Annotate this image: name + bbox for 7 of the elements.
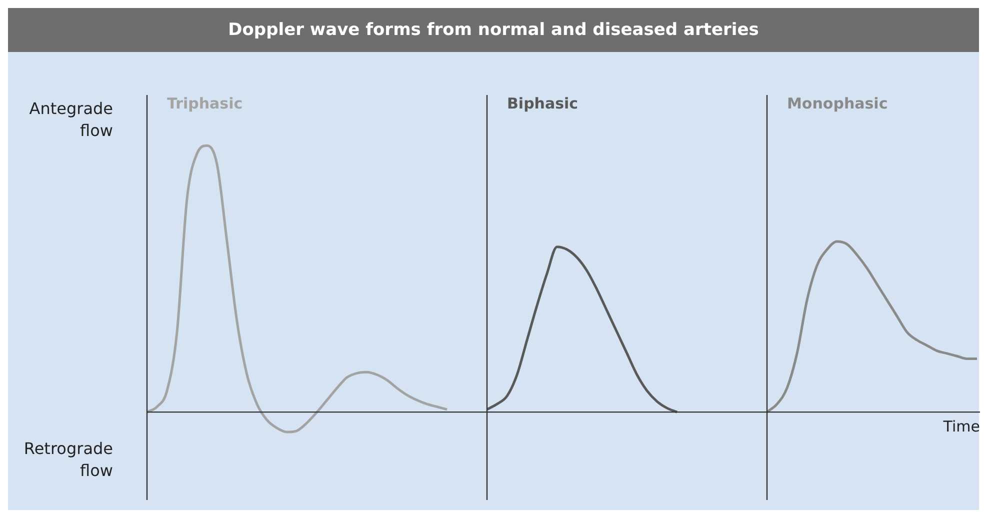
text: Antegrade flow: [28, 98, 113, 142]
x-axis-title: Time: [942, 417, 980, 436]
text: Monophasic: [787, 94, 888, 112]
text: Triphasic: [167, 94, 243, 112]
text: Retrograde flow: [22, 438, 113, 482]
text: Biphasic: [507, 94, 578, 112]
chart-title: Doppler wave forms from normal and diseased arteries: [8, 8, 979, 52]
